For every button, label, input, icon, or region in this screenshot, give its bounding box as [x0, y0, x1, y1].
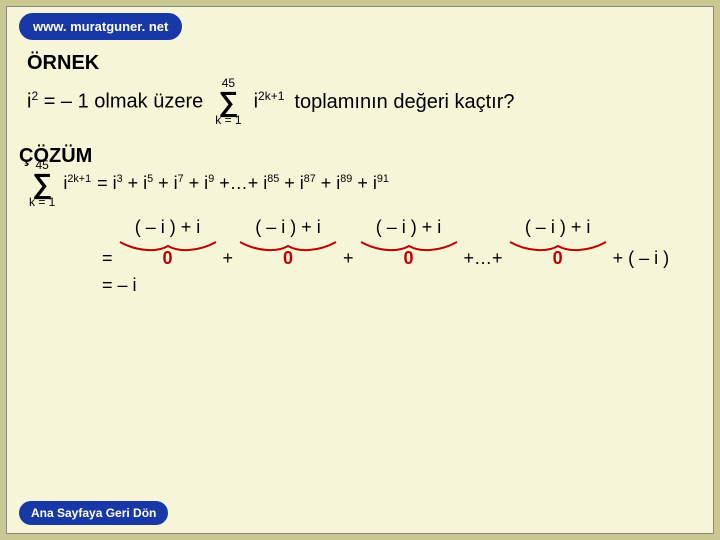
sigma-term-2: i2k+1 [63, 173, 91, 194]
url-pill: www. muratguner. net [19, 13, 182, 40]
pair-2: ( – i ) + i 0 [238, 217, 338, 269]
tail-term: ( – i ) [628, 248, 669, 268]
pairing-line: = ( – i ) + i 0 + ( – i ) + i 0 + ( – i … [102, 217, 669, 269]
content-area: ÖRNEK i2 = – 1 olmak üzere 45 ∑ k = 1 i2… [27, 51, 697, 126]
premise-text: i2 = – 1 olmak üzere [27, 89, 203, 114]
sigma-solution: 45 ∑ k = 1 [29, 159, 55, 208]
sigma-question: 45 ∑ k = 1 [215, 77, 241, 126]
expansion-rhs: = i3 + i5 + i7 + i9 +…+ i85 + i87 + i89 … [97, 173, 389, 194]
ornek-heading: ÖRNEK [27, 51, 697, 75]
question-tail: toplamının değeri kaçtır? [294, 90, 514, 114]
pair-3: ( – i ) + i 0 [359, 217, 459, 269]
result-line: = – i [102, 275, 137, 296]
sigma-term: i2k+1 [254, 89, 285, 114]
expansion-line: 45 ∑ k = 1 i2k+1 = i3 + i5 + i7 + i9 +…+… [27, 159, 389, 208]
back-home-button[interactable]: Ana Sayfaya Geri Dön [19, 501, 168, 525]
pair-1: ( – i ) + i 0 [118, 217, 218, 269]
pair-4: ( – i ) + i 0 [508, 217, 608, 269]
